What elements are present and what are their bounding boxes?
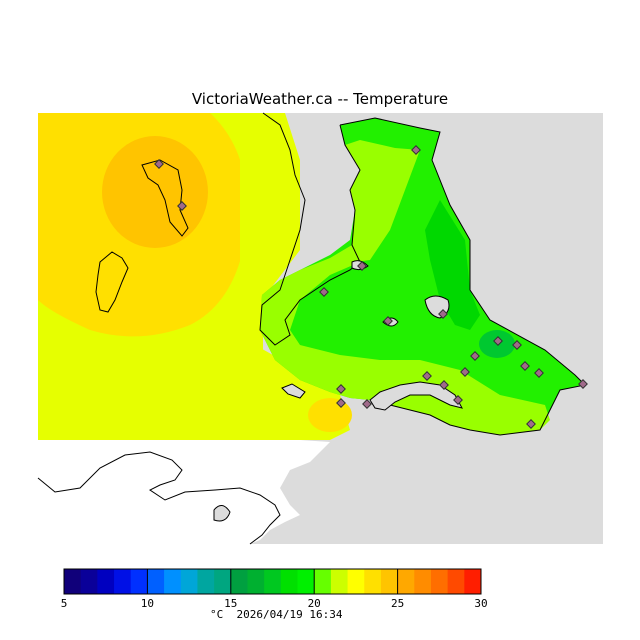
legend-color-bar (64, 569, 482, 594)
station-marker (578, 379, 588, 389)
legend-swatch (230, 569, 248, 594)
station-marker (319, 287, 329, 297)
field-warm-core (102, 136, 208, 248)
station-marker (383, 316, 393, 326)
station-marker (154, 159, 164, 169)
coastline-west (259, 112, 361, 346)
field-light-green-north (345, 140, 420, 262)
legend-swatch (130, 569, 148, 594)
legend-swatch (430, 569, 449, 594)
station-marker (470, 351, 480, 361)
station-marker (411, 145, 421, 155)
legend-swatch (64, 569, 82, 594)
legend-swatch (97, 569, 115, 594)
coastline-harbour (369, 381, 463, 411)
islet-west (281, 383, 306, 399)
station-marker (422, 371, 432, 381)
legend-tick-label: 15 (224, 597, 237, 610)
legend-swatch (364, 569, 382, 594)
island-south (95, 251, 129, 313)
station-marker (439, 380, 449, 390)
map-frame (37, 112, 603, 545)
legend-swatch (80, 569, 98, 594)
legend-tick-labels: 5 10 15 20 25 30 (61, 597, 488, 610)
unit-label: °C (210, 608, 224, 621)
legend-swatch (414, 569, 432, 594)
legend-border (63, 568, 482, 595)
legend-swatch (314, 569, 332, 594)
station-marker (453, 395, 463, 405)
island-north (141, 159, 189, 237)
field-mild-east (240, 113, 350, 440)
legend-swatch (214, 569, 232, 594)
legend-swatch (447, 569, 465, 594)
timestamp-row: °C 2026/04/19 16:34 (210, 608, 342, 621)
station-marker (526, 419, 536, 429)
map-title: VictoriaWeather.ca -- Temperature (191, 90, 449, 108)
station-marker (493, 336, 503, 346)
station-marker (336, 384, 346, 394)
legend-dividers (146, 569, 399, 594)
station-marker (336, 398, 346, 408)
legend-swatch (347, 569, 365, 594)
station-marker (512, 340, 522, 350)
legend-tick-label: 30 (474, 597, 487, 610)
legend-tick-label: 5 (61, 597, 68, 610)
legend-swatch (114, 569, 132, 594)
legend-swatch (464, 569, 482, 594)
station-marker (362, 399, 372, 409)
timestamp-label: 2026/04/19 16:34 (236, 608, 343, 621)
olympic-coast-outline (37, 451, 281, 545)
legend-swatch (164, 569, 182, 594)
station-marker (460, 367, 470, 377)
station-marker (438, 309, 448, 319)
station-marker (177, 201, 187, 211)
field-light-green-west (260, 245, 550, 435)
legend-swatch (180, 569, 198, 594)
legend-swatch (380, 569, 399, 594)
field-cool-core (425, 200, 480, 330)
legend-swatch (247, 569, 265, 594)
legend-swatch (197, 569, 215, 594)
legend-swatch (397, 569, 415, 594)
legend-swatch (264, 569, 282, 594)
legend-tick-label: 20 (308, 597, 321, 610)
legend-swatch (297, 569, 315, 594)
legend-tick-label: 10 (141, 597, 154, 610)
island-outline-a (213, 505, 231, 522)
station-marker (534, 368, 544, 378)
coastline-saanich (339, 117, 587, 436)
legend-swatch (147, 569, 165, 594)
legend-tick-label: 25 (391, 597, 404, 610)
legend-swatch (330, 569, 349, 594)
station-marker (520, 361, 530, 371)
station-markers (154, 145, 588, 429)
station-marker (357, 261, 367, 271)
legend-swatch (280, 569, 299, 594)
